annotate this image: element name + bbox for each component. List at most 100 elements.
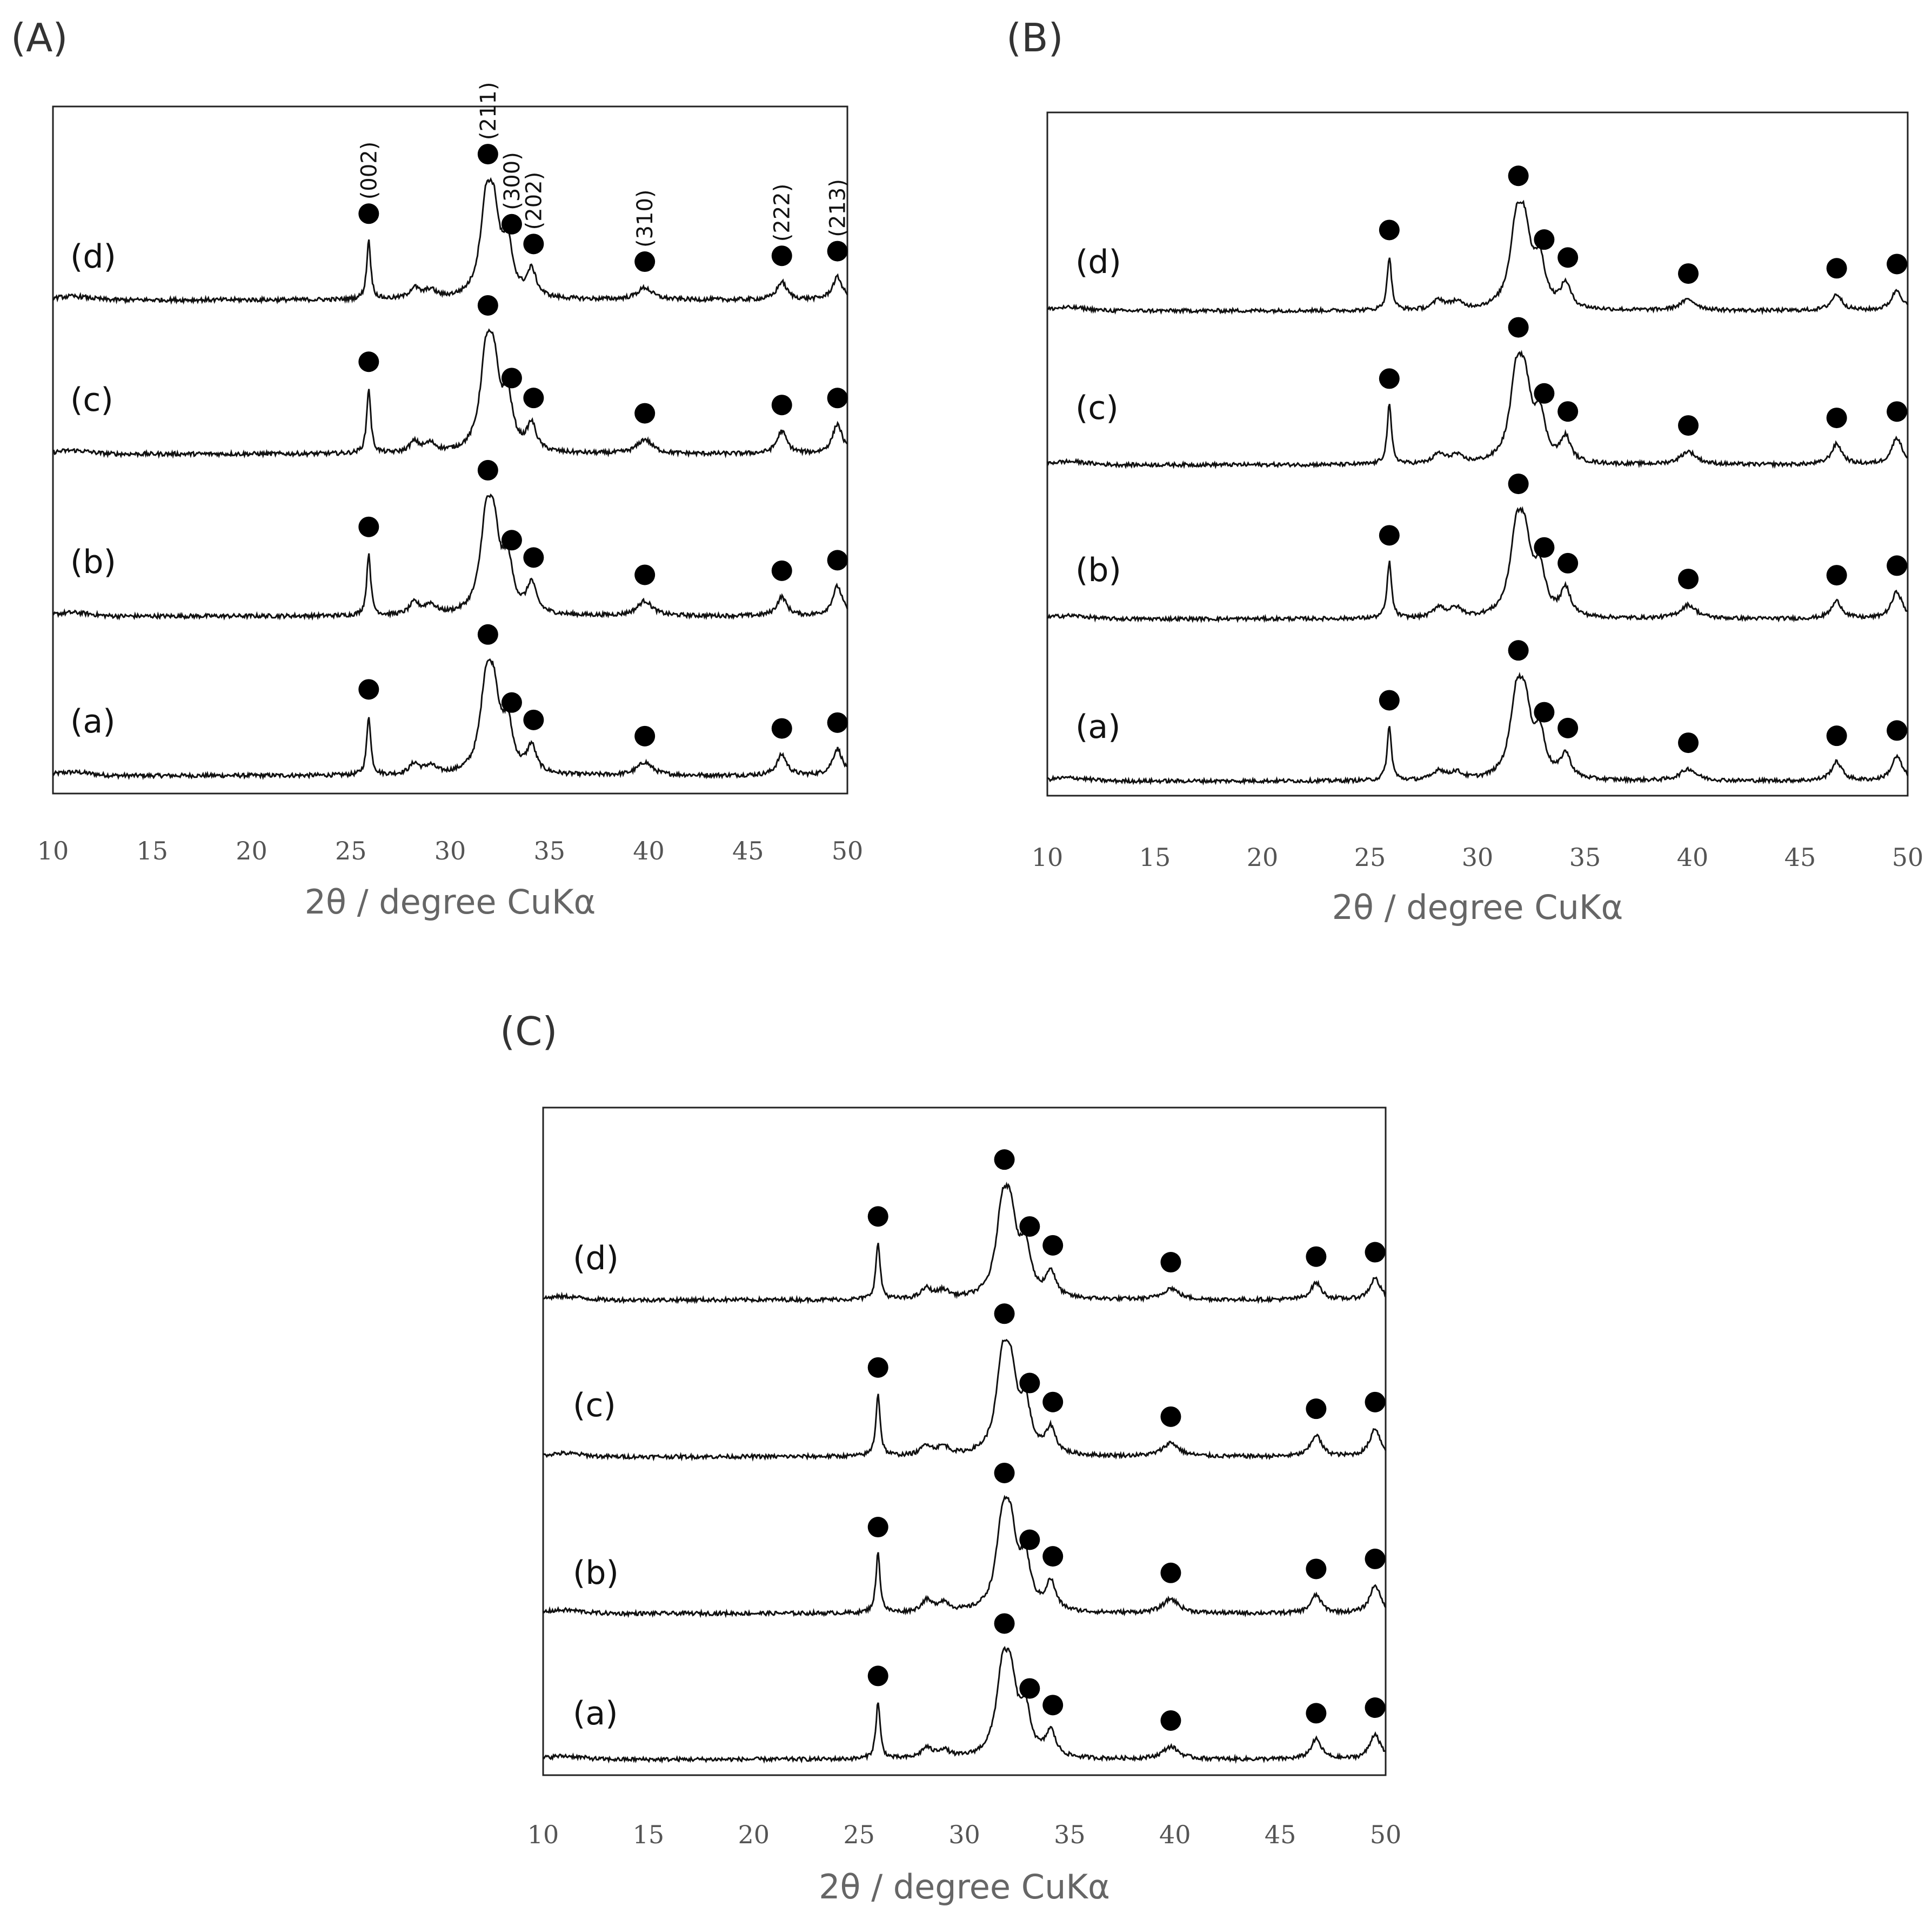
panel-label: (B) — [1006, 15, 1064, 61]
peak-marker — [1306, 1246, 1327, 1267]
peak-marker — [477, 459, 498, 481]
panel-label: (A) — [11, 15, 68, 61]
peak-marker — [1508, 165, 1529, 186]
trace-label: (b) — [573, 1554, 619, 1592]
peak-marker — [771, 245, 792, 266]
peak-marker — [1365, 1697, 1386, 1718]
x-tick-label: 45 — [1784, 843, 1816, 872]
x-axis-label: 2θ / degree CuKα — [305, 882, 596, 922]
x-axis-label: 2θ / degree CuKα — [819, 1867, 1110, 1907]
x-tick-label: 25 — [1354, 843, 1386, 872]
x-tick-label: 10 — [1032, 843, 1064, 872]
plot-frame — [1046, 111, 1909, 797]
peak-marker — [827, 712, 848, 733]
x-tick-label: 30 — [948, 1820, 980, 1849]
xrd-trace-a — [542, 1645, 1386, 1764]
peak-marker — [1019, 1529, 1040, 1550]
xrd-trace-b — [542, 1495, 1387, 1618]
peak-marker — [1887, 720, 1908, 741]
peak-marker — [867, 1357, 888, 1378]
peak-marker — [1042, 1695, 1064, 1716]
peak-marker — [1887, 401, 1908, 422]
peak-marker — [1508, 640, 1529, 661]
x-tick-label: 40 — [633, 836, 665, 865]
peak-marker — [1042, 1235, 1064, 1256]
peak-marker — [1557, 401, 1579, 422]
x-tick-label: 40 — [1677, 843, 1709, 872]
peak-marker — [1365, 1242, 1386, 1263]
peak-marker — [634, 403, 656, 424]
chart-panel-3: (C) 10 15 20 25 30 35 40 45 50 2θ / degree CuKα (a)… — [500, 1009, 1401, 1907]
peak-marker — [1042, 1391, 1064, 1412]
peak-marker — [1678, 263, 1699, 284]
peak-marker — [1365, 1548, 1386, 1569]
peak-marker — [867, 1206, 888, 1227]
peak-marker — [634, 725, 656, 746]
peak-marker — [1019, 1216, 1040, 1237]
peak-marker — [1160, 1562, 1181, 1583]
trace-label: (a) — [70, 703, 116, 741]
peak-marker — [1678, 732, 1699, 754]
peak-marker — [358, 203, 379, 224]
peak-marker — [523, 709, 544, 730]
trace-label: (d) — [70, 238, 116, 276]
peak-marker — [827, 550, 848, 571]
peak-marker — [994, 1613, 1015, 1634]
peak-marker — [1379, 368, 1400, 389]
peak-marker — [477, 624, 498, 645]
xrd-trace-d — [52, 177, 848, 305]
peak-marker — [1160, 1710, 1181, 1731]
peak-marker — [1678, 415, 1699, 436]
peak-marker — [634, 564, 656, 585]
x-tick-label: 25 — [843, 1820, 875, 1849]
x-tick-label: 35 — [1569, 843, 1601, 872]
plot-frame — [542, 1107, 1387, 1776]
chart-panel-1: (A) 10 15 20 25 30 35 40 45 50 2θ / degree CuKα (a)… — [11, 15, 863, 922]
xrd-trace-d — [1047, 199, 1909, 316]
trace-label: (d) — [573, 1239, 619, 1277]
trace-label: (c) — [573, 1387, 616, 1424]
peak-marker — [1826, 565, 1847, 586]
peak-marker — [477, 144, 498, 165]
peak-marker — [1557, 717, 1579, 738]
x-tick-label: 10 — [527, 1820, 559, 1849]
peak-marker — [358, 516, 379, 537]
x-tick-label: 20 — [236, 836, 268, 865]
peak-marker — [827, 388, 848, 409]
peak-marker — [501, 692, 522, 713]
peak-marker — [1019, 1678, 1040, 1699]
peak-marker — [1826, 725, 1847, 746]
hkl-annotation: (222) — [770, 184, 795, 242]
x-tick-label: 45 — [732, 836, 764, 865]
trace-label: (a) — [1075, 708, 1121, 746]
plot-frame — [52, 105, 848, 795]
x-tick-label: 40 — [1159, 1820, 1191, 1849]
trace-label: (c) — [70, 381, 113, 419]
peak-marker — [771, 718, 792, 739]
peak-marker — [867, 1517, 888, 1538]
peak-marker — [1379, 219, 1400, 241]
x-tick-label: 50 — [832, 836, 864, 865]
peak-marker — [1534, 229, 1555, 250]
peak-marker — [1379, 690, 1400, 711]
peak-marker — [827, 241, 848, 262]
peak-marker — [1019, 1372, 1040, 1394]
peak-marker — [1534, 383, 1555, 404]
hkl-annotation: (310) — [633, 189, 658, 248]
peak-marker — [501, 530, 522, 551]
trace-label: (b) — [1075, 551, 1121, 589]
x-axis-label: 2θ / degree CuKα — [1332, 888, 1623, 927]
peak-marker — [1365, 1391, 1386, 1412]
peak-marker — [1826, 258, 1847, 279]
x-tick-label: 50 — [1370, 1820, 1402, 1849]
hkl-annotation: (213) — [826, 179, 851, 237]
peak-marker — [1678, 569, 1699, 590]
hkl-annotation: (300) — [500, 152, 525, 210]
peak-marker — [994, 1149, 1015, 1170]
peak-marker — [1508, 317, 1529, 338]
x-tick-label: 45 — [1265, 1820, 1296, 1849]
x-tick-label: 25 — [335, 836, 367, 865]
peak-marker — [1557, 552, 1579, 574]
trace-label: (c) — [1075, 389, 1119, 427]
x-tick-label: 20 — [738, 1820, 770, 1849]
